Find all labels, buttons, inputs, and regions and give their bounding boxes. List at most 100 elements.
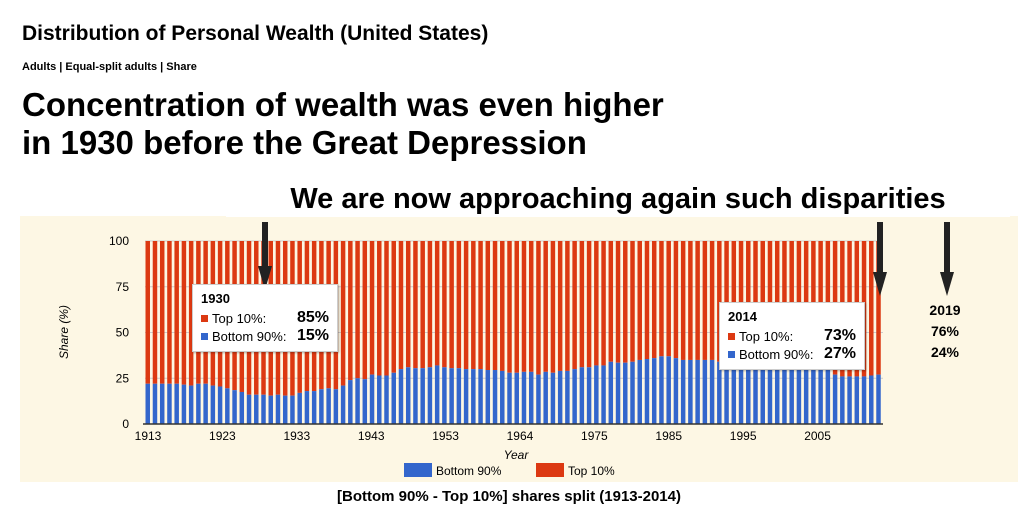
x-tick-label: 1975 [581,429,608,443]
bar-bottom-90-1982 [644,359,650,424]
bar-bottom-90-1967 [536,374,541,424]
bar-bottom-90-1985 [666,356,671,424]
bar-top-10-1947 [391,241,396,373]
bar-top-10-1945 [377,241,382,376]
bar-top-10-1964 [514,241,519,373]
bar-bottom-90-1983 [651,358,657,424]
tooltip-2014: 2014 Top 10%: 73% Bottom 90%: 27% [719,302,865,370]
bar-top-10-1978 [615,241,621,363]
bar-top-10-1967 [536,241,541,375]
bar-top-10-1952 [427,241,433,368]
bar-bottom-90-1971 [565,370,570,424]
x-tick-label: 1923 [209,429,236,443]
y-tick-label: 50 [116,326,130,340]
bar-bottom-90-1946 [384,375,389,424]
bar-top-10-1961 [492,241,498,371]
bar-bottom-90-2013 [869,375,874,424]
bar-bottom-90-1925 [232,390,237,424]
bar-top-10-1954 [442,241,447,368]
note-bottom: 24% [930,344,960,360]
bar-top-10-1946 [384,241,389,376]
bar-bottom-90-1917 [174,383,179,424]
bottom-value: 15% [296,327,329,344]
bar-top-10-1969 [550,241,556,373]
bar-bottom-90-1943 [362,379,368,424]
bar-bottom-90-1963 [507,372,512,424]
bar-bottom-90-1921 [203,383,208,424]
bar-bottom-90-2003 [796,363,802,424]
bar-bottom-90-1987 [680,359,686,424]
tooltip-year: 2014 [728,309,757,324]
bar-bottom-90-1996 [746,363,751,424]
bar-bottom-90-1984 [659,356,664,424]
bar-bottom-90-1959 [478,369,483,424]
bar-top-10-1968 [543,241,548,372]
y-tick-label: 0 [122,417,129,431]
y-axis-label: Share (%) [57,305,71,359]
top-swatch [201,314,208,322]
bar-top-10-1916 [167,241,172,384]
subtitle: Adults | Equal-split adults | Share [22,61,197,73]
bottom-label: Bottom 90%: [739,346,814,362]
bar-bottom-90-2005 [811,365,816,424]
bar-bottom-90-1930 [268,395,273,424]
bar-top-10-1950 [413,241,418,369]
bar-bottom-90-1966 [528,371,534,424]
bar-bottom-90-1915 [159,383,165,424]
bar-top-10-1948 [398,241,404,370]
bar-top-10-1959 [478,241,483,370]
bottom-value: 27% [823,345,856,362]
arrow-head-icon [873,272,887,296]
bar-bottom-90-1962 [500,370,505,424]
bar-bottom-90-1973 [579,367,585,424]
x-tick-label: 2005 [804,429,831,443]
bar-bottom-90-1956 [456,368,462,424]
bar-bottom-90-1997 [753,363,758,424]
bar-top-10-1944 [369,241,375,375]
bar-bottom-90-1932 [282,395,288,424]
bar-bottom-90-1989 [695,359,700,424]
top-value: 85% [296,309,329,326]
bar-bottom-90-1954 [442,367,447,424]
bar-top-10-1949 [405,241,411,368]
bottom-swatch [201,332,208,340]
bar-bottom-90-1923 [217,386,223,424]
y-tick-label: 25 [116,371,130,385]
bar-top-10-1984 [659,241,664,357]
note-2019: 2019 76% 24% [915,300,975,363]
bar-bottom-90-1953 [434,365,440,424]
bar-bottom-90-1913 [145,383,150,424]
bar-top-10-1988 [688,241,693,360]
bar-bottom-90-1929 [261,394,266,424]
bar-bottom-90-1979 [623,362,628,424]
arrow-shaft [877,222,883,274]
bar-bottom-90-1993 [724,363,729,424]
bar-bottom-90-1920 [196,383,201,424]
legend-swatch-bottom [404,463,432,477]
bar-bottom-90-1970 [557,370,563,424]
bar-bottom-90-1974 [586,367,592,424]
bar-bottom-90-1990 [702,359,708,424]
bar-bottom-90-1937 [319,389,324,424]
legend-label-bottom: Bottom 90% [436,464,502,478]
headline-line-1: Concentration of wealth was even higher [22,86,664,123]
bar-top-10-2013 [869,241,874,376]
bar-bottom-90-1960 [485,370,491,424]
bar-top-10-1955 [449,241,454,369]
bar-bottom-90-1951 [420,368,425,424]
bar-top-10-1919 [188,241,194,386]
bar-top-10-1940 [340,241,346,386]
bar-bottom-90-2002 [789,363,794,424]
bar-top-10-1983 [651,241,657,359]
bar-bottom-90-1981 [637,359,642,424]
bar-bottom-90-1964 [514,372,519,424]
headline: Concentration of wealth was even higher … [22,86,664,162]
bar-bottom-90-1949 [405,367,411,424]
bar-top-10-1970 [557,241,563,371]
bar-top-10-1941 [348,241,353,381]
note-year: 2019 [929,302,961,318]
bar-bottom-90-1995 [738,363,744,424]
arrow-head-icon [940,272,954,296]
bar-bottom-90-1931 [275,394,281,424]
x-tick-label: 1953 [432,429,459,443]
